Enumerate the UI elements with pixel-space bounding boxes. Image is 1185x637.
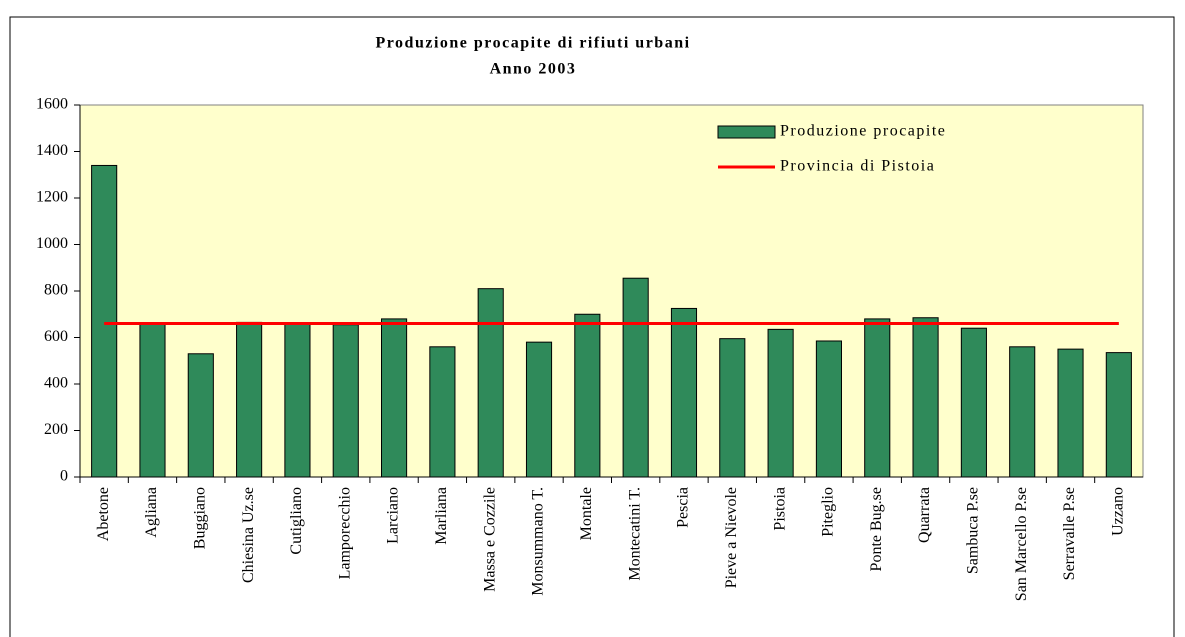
x-tick-label: Piteglio xyxy=(820,487,837,537)
x-tick-label: Abetone xyxy=(95,487,112,541)
bar xyxy=(139,323,166,478)
y-tick-label: 400 xyxy=(44,375,68,392)
bar xyxy=(1105,352,1132,478)
x-tick-label: Montale xyxy=(578,487,595,540)
bar xyxy=(381,318,408,478)
bar xyxy=(574,313,601,478)
x-tick-label: Pescia xyxy=(675,487,692,528)
bar xyxy=(960,327,987,478)
x-tick-label: Pieve a Nievole xyxy=(723,487,740,588)
bar xyxy=(284,323,311,478)
legend-label: Produzione procapite xyxy=(780,123,946,140)
bar xyxy=(187,353,214,478)
x-tick-label: Montecatini T. xyxy=(626,487,643,581)
bar xyxy=(670,307,698,478)
x-tick-label: Uzzano xyxy=(1110,487,1127,536)
bar xyxy=(1057,348,1084,478)
x-tick-label: Lamporecchio xyxy=(336,487,353,579)
y-tick-label: 200 xyxy=(44,421,68,438)
bar xyxy=(719,338,746,478)
y-tick-label: 1000 xyxy=(36,235,68,252)
chart-subtitle: Anno 2003 xyxy=(490,61,577,78)
x-tick-label: San Marcello P.se xyxy=(1013,487,1030,601)
x-tick-label: Quarrata xyxy=(916,487,933,543)
bar xyxy=(815,340,842,478)
x-tick-label: Monsummano T. xyxy=(530,487,547,596)
x-tick-label: Chiesina Uz.se xyxy=(240,487,257,583)
bar xyxy=(622,277,649,478)
bar xyxy=(332,324,359,478)
x-tick-label: Pistoia xyxy=(771,487,788,531)
bar xyxy=(429,346,456,478)
y-tick-label: 800 xyxy=(44,282,68,299)
x-tick-label: Agliana xyxy=(143,487,160,538)
y-tick-label: 1400 xyxy=(36,142,68,159)
bar xyxy=(864,318,891,478)
x-tick-label: Serravalle P.se xyxy=(1061,487,1078,580)
bar xyxy=(477,288,504,478)
y-tick-label: 600 xyxy=(44,328,68,345)
x-tick-label: Buggiano xyxy=(191,487,208,549)
legend-swatch xyxy=(717,125,776,139)
chart-title: Produzione procapite di rifiuti urbani xyxy=(375,35,690,52)
legend-label: Provincia di Pistoia xyxy=(780,158,935,175)
x-tick-label: Massa e Cozzile xyxy=(481,487,498,592)
bar xyxy=(236,321,263,478)
bar xyxy=(525,341,553,478)
x-tick-label: Larciano xyxy=(385,487,402,544)
bar xyxy=(912,317,939,478)
bar xyxy=(1009,346,1036,478)
x-tick-label: Sambuca P.se xyxy=(965,487,982,574)
bar xyxy=(91,164,118,478)
y-tick-label: 0 xyxy=(60,468,68,485)
x-tick-label: Ponte Bug.se xyxy=(868,487,885,571)
bar xyxy=(767,328,794,478)
y-tick-label: 1600 xyxy=(36,96,68,113)
x-tick-label: Cutigliano xyxy=(288,487,305,555)
y-tick-label: 1200 xyxy=(36,189,68,206)
x-tick-label: Marliana xyxy=(433,487,450,545)
